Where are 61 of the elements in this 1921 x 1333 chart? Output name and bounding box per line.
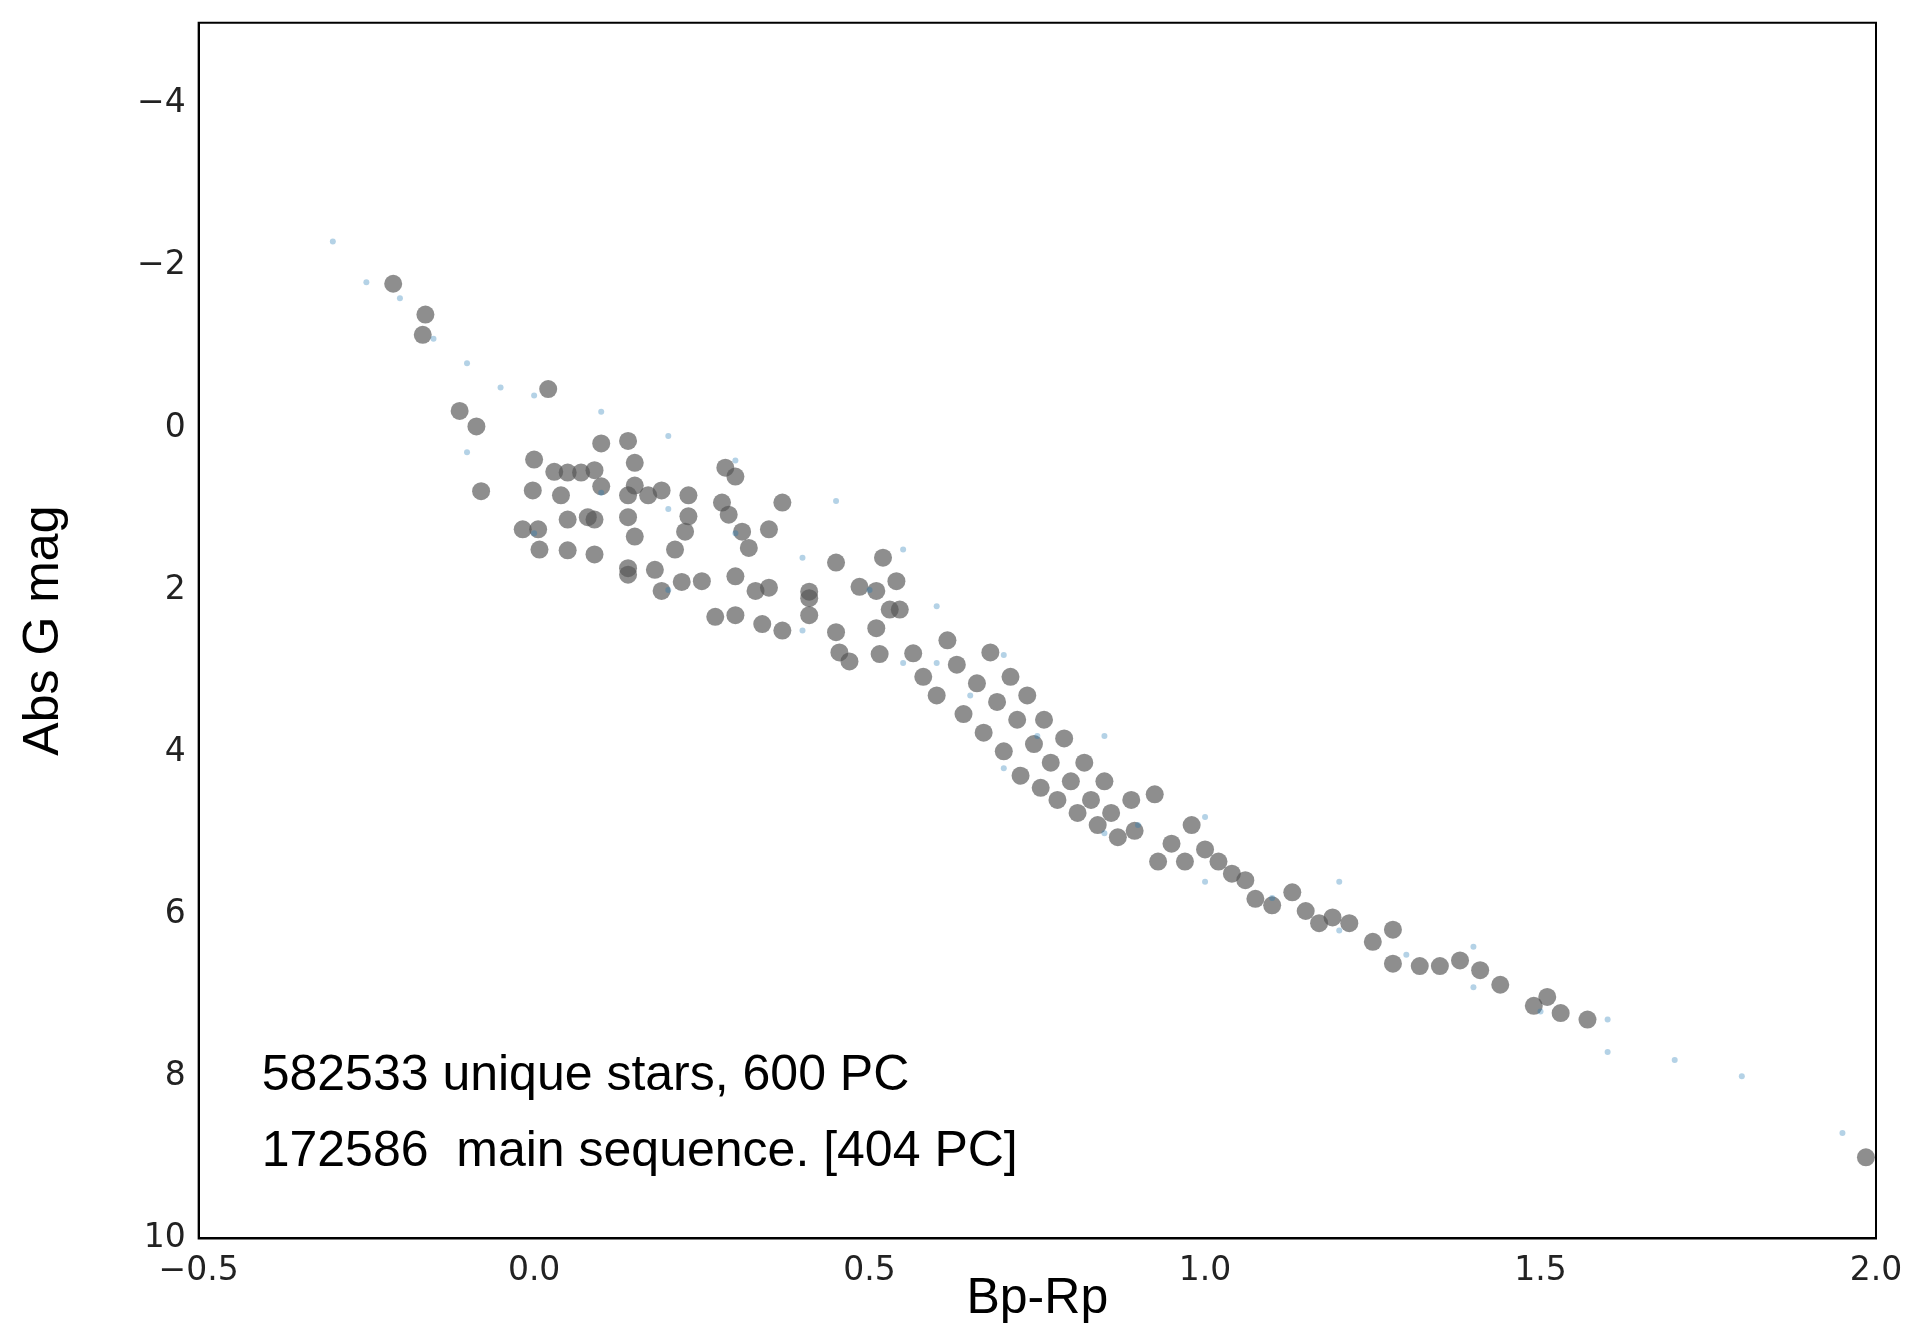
- y-tick-label: −2: [136, 243, 186, 283]
- point: [1403, 951, 1410, 958]
- y-tick-label: 2: [164, 567, 186, 607]
- x-axis-title: Bp-Rp: [966, 1267, 1109, 1324]
- point: [732, 457, 739, 464]
- y-axis-title: Abs G mag: [12, 505, 69, 756]
- y-tick-label: 6: [164, 891, 186, 931]
- point: [665, 433, 672, 440]
- point: [531, 530, 538, 537]
- point: [1470, 984, 1477, 991]
- point: [933, 660, 940, 667]
- annotation: 582533 unique stars, 600 PC: [261, 1045, 910, 1102]
- point: [1202, 878, 1209, 885]
- point: [1134, 822, 1141, 829]
- x-tick-label: 1.0: [1178, 1248, 1232, 1288]
- point: [665, 506, 672, 513]
- point: [430, 335, 437, 342]
- point: [933, 603, 940, 610]
- point: [464, 449, 471, 456]
- point: [396, 295, 403, 302]
- point: [866, 587, 873, 594]
- point: [363, 279, 370, 286]
- point: [1000, 765, 1007, 772]
- point: [732, 530, 739, 537]
- point: [1738, 1073, 1745, 1080]
- point: [1269, 895, 1276, 902]
- point: [1604, 1016, 1611, 1023]
- point: [531, 392, 538, 399]
- point: [329, 238, 336, 245]
- x-tick-label: 0.0: [507, 1248, 561, 1288]
- point: [799, 627, 806, 634]
- point: [1202, 813, 1209, 820]
- point: [967, 692, 974, 699]
- x-tick-label: 1.5: [1514, 1248, 1567, 1288]
- point: [900, 546, 907, 553]
- point: [1000, 651, 1007, 658]
- point: [598, 489, 605, 496]
- point: [1336, 878, 1343, 885]
- point: [1470, 943, 1477, 950]
- y-tick-label: 4: [164, 729, 186, 769]
- point: [1537, 1008, 1544, 1015]
- point: [900, 660, 907, 667]
- point: [833, 497, 840, 504]
- point: [665, 587, 672, 594]
- point: [1604, 1049, 1611, 1056]
- y-tick-label: −4: [136, 81, 186, 121]
- point: [1101, 830, 1108, 837]
- point: [1336, 927, 1343, 934]
- point: [598, 408, 605, 415]
- x-tick-label: 0.5: [843, 1248, 896, 1288]
- x-tick-label: 2.0: [1849, 1248, 1903, 1288]
- y-tick-label: 0: [164, 405, 186, 445]
- point: [1101, 732, 1108, 739]
- point: [799, 554, 806, 561]
- point: [1839, 1130, 1846, 1137]
- point: [1034, 732, 1041, 739]
- point: [497, 384, 504, 391]
- point: [1671, 1057, 1678, 1064]
- y-tick-label: 8: [164, 1053, 186, 1093]
- annotation: 172586 main sequence. [404 PC]: [261, 1121, 1018, 1178]
- point: [464, 360, 471, 367]
